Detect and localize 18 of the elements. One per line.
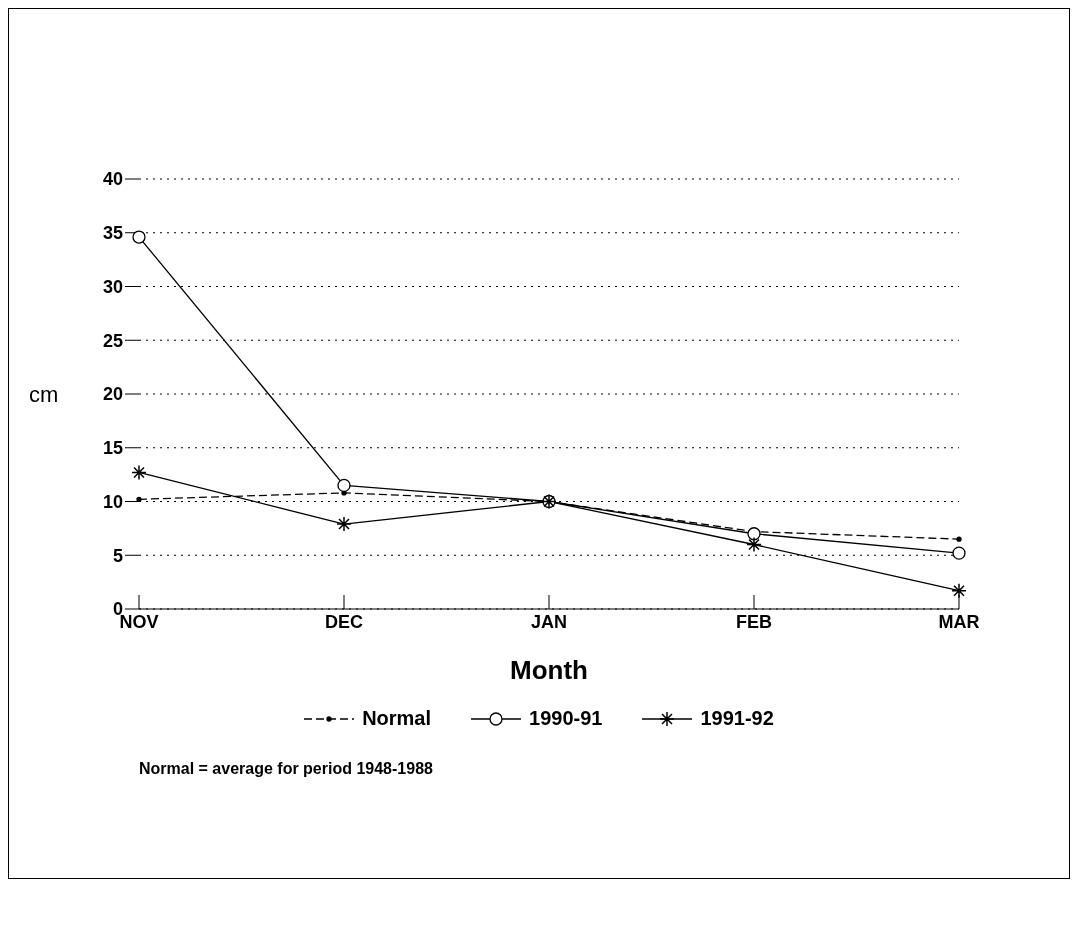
x-axis-title: Month <box>510 655 588 685</box>
text: Normal = average for period 1948-1988 <box>139 760 434 778</box>
x-tick-label: FEB <box>736 611 772 632</box>
x-tick-label: JAN <box>530 611 568 632</box>
x-tick-label: MAR <box>938 611 980 632</box>
y-axis-title: cm <box>29 381 59 407</box>
y-tick-label: 10 <box>102 491 123 512</box>
y-tick-label: 20 <box>102 384 123 405</box>
legend-label: 1990-91 <box>529 707 603 730</box>
y-tick-label: 35 <box>102 223 123 244</box>
legend-label: Normal <box>362 707 432 730</box>
legend-label: 1991-92 <box>700 707 774 730</box>
y-tick-label: 5 <box>112 545 123 566</box>
y-tick-label: 30 <box>102 276 123 297</box>
y-tick-label: 40 <box>102 169 123 190</box>
y-tick-label: 15 <box>102 438 123 459</box>
y-tick-label: 25 <box>102 330 123 351</box>
x-tick-label: DEC <box>324 611 364 632</box>
